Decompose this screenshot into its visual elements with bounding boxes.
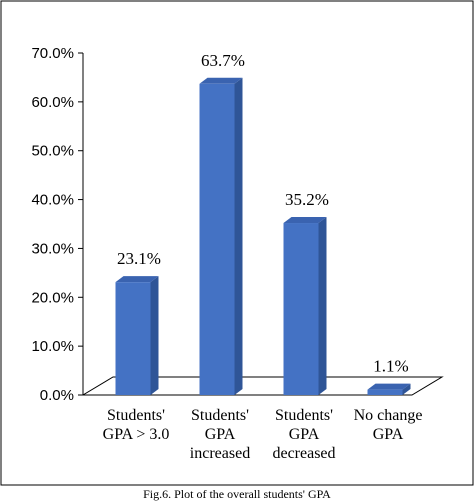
bar-top-face	[199, 77, 243, 84]
y-tick-label: 40.0%	[31, 192, 74, 209]
x-tick-label: No change GPA	[354, 407, 423, 443]
bar-top-face	[283, 217, 327, 224]
x-tick-label-line: GPA	[289, 426, 320, 443]
bar-side-face	[402, 383, 411, 395]
bar-top-face	[367, 383, 411, 390]
y-tick-label: 0.0%	[40, 387, 74, 404]
data-label: 1.1%	[373, 357, 408, 376]
data-label: 23.1%	[117, 249, 161, 268]
data-label: 63.7%	[201, 51, 245, 70]
y-tick-label: 20.0%	[31, 289, 74, 306]
x-tick-label: Students' GPA increased	[190, 407, 250, 462]
x-tick-label-line: decreased	[272, 445, 335, 462]
figure-caption: Fig.6. Plot of the overall students' GPA	[143, 487, 331, 501]
y-tick-label: 60.0%	[31, 94, 74, 111]
x-tick-label: Students' GPA > 3.0	[103, 407, 170, 443]
x-tick-label-line: increased	[190, 445, 250, 462]
bar	[283, 217, 327, 395]
bars	[115, 77, 411, 395]
x-tick-label-line: GPA > 3.0	[103, 426, 170, 443]
y-tick-label: 50.0%	[31, 143, 74, 160]
y-tick-label: 30.0%	[31, 240, 74, 257]
data-labels: 23.1% 63.7% 35.2% 1.1%	[117, 51, 409, 376]
bar-side-face	[318, 217, 327, 395]
bar-side-face	[150, 276, 159, 395]
bar-side-face	[234, 77, 243, 395]
bar	[199, 77, 243, 395]
x-tick-label: Students' GPA decreased	[272, 407, 335, 462]
x-tick-label-line: GPA	[205, 426, 236, 443]
bar-top-face	[115, 276, 159, 283]
x-tick-label-line: GPA	[373, 426, 404, 443]
data-label: 35.2%	[285, 190, 329, 209]
y-tick-label: 10.0%	[31, 338, 74, 355]
bar-front-face	[367, 389, 403, 395]
y-axis-ticks: 0.0% 10.0% 20.0% 30.0% 40.0% 50.0% 60.0% 70.0%	[31, 45, 83, 404]
bar	[367, 383, 411, 395]
bar	[115, 276, 159, 395]
bar-front-face	[199, 83, 235, 395]
x-tick-label-line: Students'	[191, 407, 249, 424]
y-tick-label: 70.0%	[31, 45, 74, 62]
x-tick-label-line: Students'	[107, 407, 165, 424]
bar-front-face	[115, 282, 151, 395]
bar-front-face	[283, 223, 319, 395]
x-tick-label-line: No change	[354, 407, 423, 424]
x-tick-label-line: Students'	[275, 407, 333, 424]
